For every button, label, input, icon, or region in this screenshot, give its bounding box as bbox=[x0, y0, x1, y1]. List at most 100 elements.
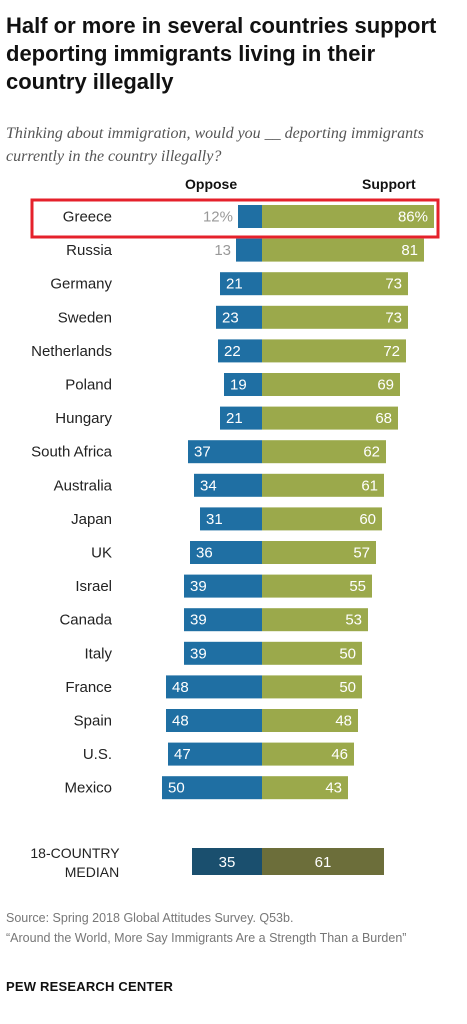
diverging-bar-chart: Greece 12% 86% Russia 13 81 Germany 21 73 Sweden 2… bbox=[30, 198, 440, 880]
support-bar-poland bbox=[262, 373, 400, 396]
support-bar-u-s bbox=[262, 742, 354, 766]
support-value-israel: 55 bbox=[349, 578, 366, 595]
support-bar-south-africa bbox=[262, 440, 386, 464]
support-bar-uk bbox=[262, 541, 376, 564]
oppose-bar-sweden bbox=[216, 305, 262, 329]
support-value-hungary: 68 bbox=[375, 410, 392, 427]
support-value-netherlands: 72 bbox=[383, 343, 400, 360]
support-bar-greece bbox=[262, 205, 434, 228]
oppose-value-mexico: 50 bbox=[168, 780, 185, 797]
support-bar-spain bbox=[262, 709, 358, 732]
support-value-australia: 61 bbox=[361, 477, 378, 494]
support-value-japan: 60 bbox=[359, 511, 376, 528]
oppose-value-hungary: 21 bbox=[226, 410, 243, 427]
support-bar-hungary bbox=[262, 406, 398, 430]
country-label-uk: UK bbox=[91, 545, 112, 562]
median-support-bar bbox=[262, 848, 384, 875]
support-column-header: Support bbox=[362, 176, 416, 192]
oppose-value-netherlands: 22 bbox=[224, 343, 241, 360]
support-bar-australia bbox=[262, 473, 384, 497]
oppose-bar-france bbox=[166, 675, 262, 699]
support-bar-mexico bbox=[262, 776, 348, 800]
oppose-value-south-africa: 37 bbox=[194, 444, 211, 461]
oppose-bar-hungary bbox=[220, 406, 262, 430]
report-title-note: “Around the World, More Say Immigrants A… bbox=[6, 931, 407, 945]
support-value-france: 50 bbox=[339, 679, 356, 696]
oppose-bar-germany bbox=[220, 272, 262, 296]
oppose-bar-poland bbox=[224, 373, 262, 396]
oppose-value-israel: 39 bbox=[190, 578, 207, 595]
support-bar-sweden bbox=[262, 305, 408, 329]
country-label-u-s: U.S. bbox=[83, 746, 112, 763]
support-bar-israel bbox=[262, 574, 372, 598]
oppose-value-spain: 48 bbox=[172, 713, 189, 730]
support-bar-netherlands bbox=[262, 339, 406, 363]
country-label-south-africa: South Africa bbox=[31, 444, 113, 461]
oppose-value-australia: 34 bbox=[200, 477, 217, 494]
oppose-bar-mexico bbox=[162, 776, 262, 800]
support-value-greece: 86% bbox=[398, 209, 428, 226]
oppose-value-uk: 36 bbox=[196, 545, 213, 562]
support-value-spain: 48 bbox=[335, 713, 352, 730]
support-value-italy: 50 bbox=[339, 645, 356, 662]
country-label-france: France bbox=[65, 679, 112, 696]
oppose-value-greece: 12% bbox=[203, 209, 233, 226]
support-value-u-s: 46 bbox=[331, 746, 348, 763]
country-label-mexico: Mexico bbox=[64, 780, 112, 797]
support-value-south-africa: 62 bbox=[363, 444, 380, 461]
support-value-germany: 73 bbox=[385, 276, 402, 293]
country-label-canada: Canada bbox=[59, 612, 112, 629]
median-label-line-1: 18-COUNTRY bbox=[30, 845, 120, 861]
oppose-bar-italy bbox=[184, 641, 262, 665]
highlight-box-greece bbox=[30, 198, 440, 239]
support-value-canada: 53 bbox=[345, 612, 362, 629]
country-label-japan: Japan bbox=[71, 511, 112, 528]
oppose-column-header: Oppose bbox=[185, 176, 238, 192]
oppose-value-italy: 39 bbox=[190, 645, 207, 662]
source-note: Source: Spring 2018 Global Attitudes Sur… bbox=[6, 911, 294, 925]
support-bar-france bbox=[262, 675, 362, 699]
oppose-bar-japan bbox=[200, 507, 262, 531]
support-value-poland: 69 bbox=[377, 377, 394, 394]
support-value-uk: 57 bbox=[353, 545, 370, 562]
support-bar-canada bbox=[262, 608, 368, 632]
oppose-bar-israel bbox=[184, 574, 262, 598]
oppose-value-japan: 31 bbox=[206, 511, 223, 528]
country-label-israel: Israel bbox=[75, 578, 112, 595]
oppose-bar-canada bbox=[184, 608, 262, 632]
support-bar-italy bbox=[262, 641, 362, 665]
country-label-sweden: Sweden bbox=[58, 309, 112, 326]
country-label-spain: Spain bbox=[74, 713, 112, 730]
oppose-value-germany: 21 bbox=[226, 276, 243, 293]
oppose-value-u-s: 47 bbox=[174, 746, 191, 763]
country-label-poland: Poland bbox=[65, 377, 112, 394]
median-label-line-2: MEDIAN bbox=[65, 864, 119, 880]
country-label-australia: Australia bbox=[54, 477, 113, 494]
chart-subtitle: Thinking about immigration, would you __… bbox=[6, 125, 424, 165]
pew-research-center-logo: PEW RESEARCH CENTER bbox=[6, 979, 174, 994]
chart-title: Half or more in several countries suppor… bbox=[6, 13, 437, 94]
median-support-value: 61 bbox=[315, 854, 332, 871]
support-bar-japan bbox=[262, 507, 382, 531]
oppose-bar-russia bbox=[236, 238, 262, 262]
oppose-value-poland: 19 bbox=[230, 377, 247, 394]
support-value-russia: 81 bbox=[401, 242, 418, 259]
median-oppose-value: 35 bbox=[219, 854, 236, 871]
oppose-bar-uk bbox=[190, 541, 262, 564]
support-value-sweden: 73 bbox=[385, 309, 402, 326]
median-oppose-bar bbox=[192, 848, 262, 875]
support-value-mexico: 43 bbox=[325, 780, 342, 797]
support-bar-russia bbox=[262, 238, 424, 262]
country-label-germany: Germany bbox=[50, 276, 112, 293]
oppose-value-france: 48 bbox=[172, 679, 189, 696]
oppose-bar-greece bbox=[238, 205, 262, 228]
oppose-value-canada: 39 bbox=[190, 612, 207, 629]
country-label-hungary: Hungary bbox=[55, 410, 112, 427]
country-label-italy: Italy bbox=[84, 645, 112, 662]
oppose-bar-australia bbox=[194, 473, 262, 497]
country-label-russia: Russia bbox=[66, 242, 113, 259]
oppose-value-sweden: 23 bbox=[222, 309, 239, 326]
oppose-bar-spain bbox=[166, 709, 262, 732]
support-bar-germany bbox=[262, 272, 408, 296]
oppose-bar-netherlands bbox=[218, 339, 262, 363]
